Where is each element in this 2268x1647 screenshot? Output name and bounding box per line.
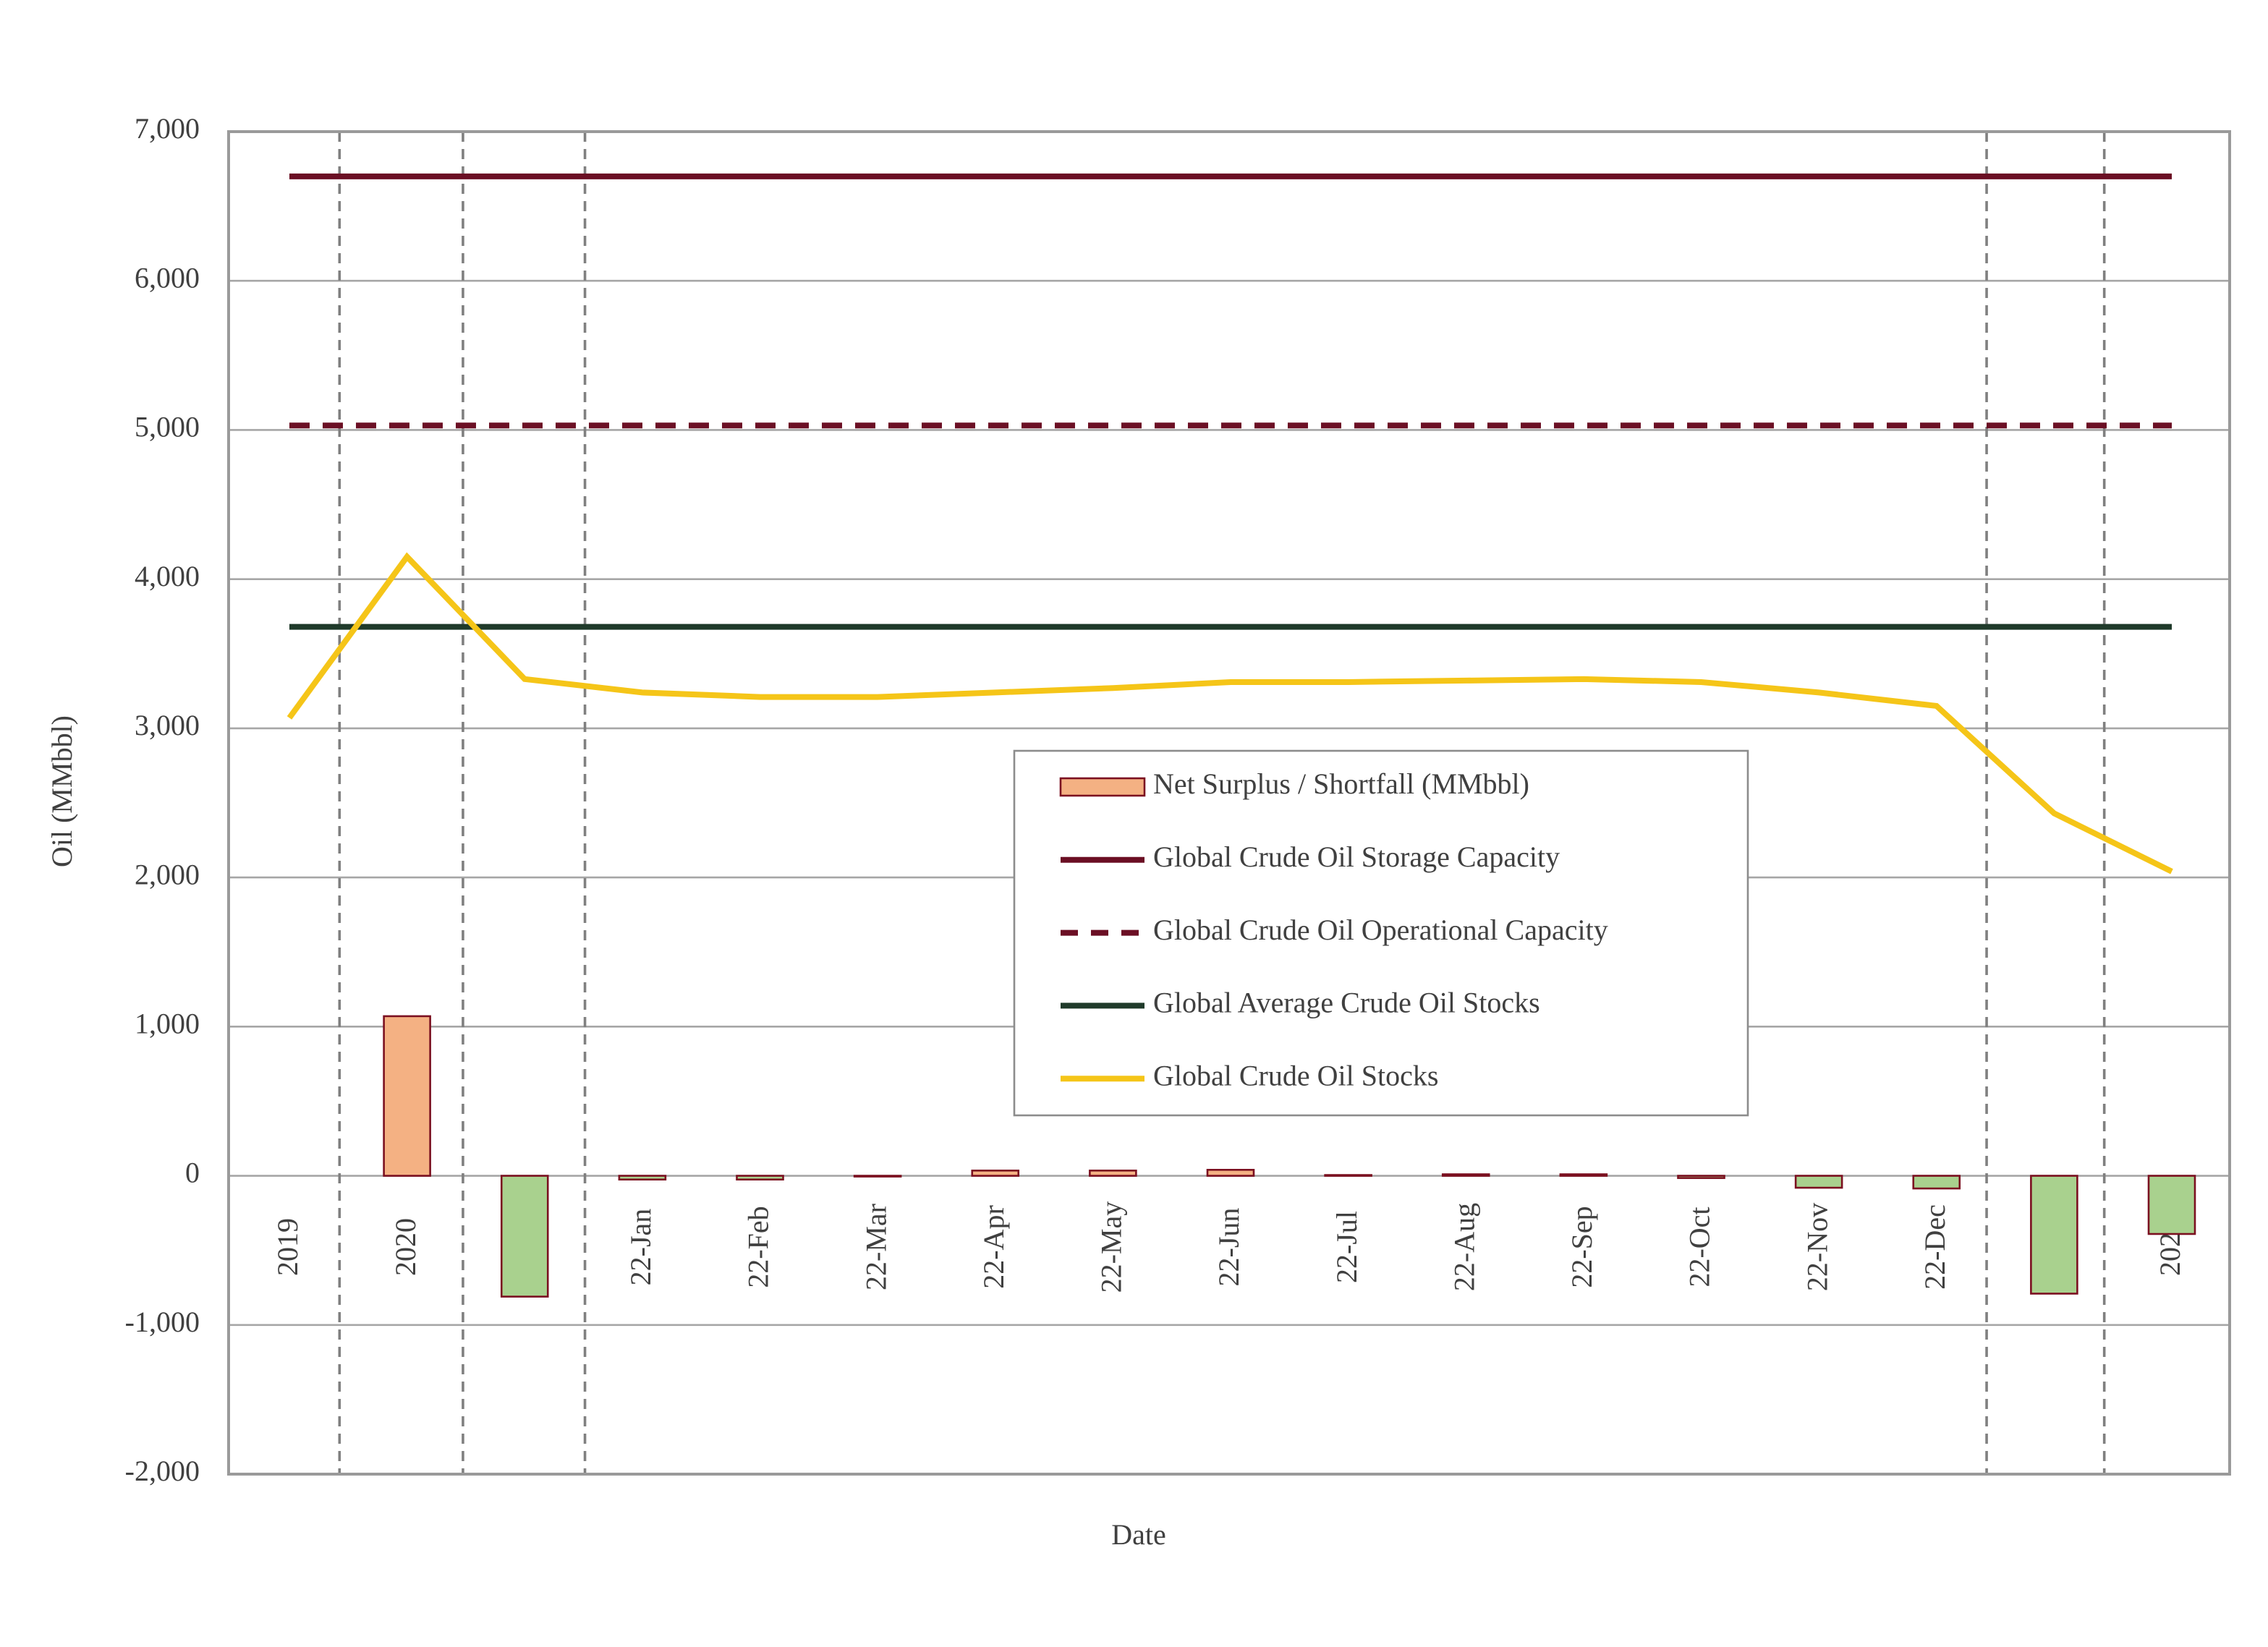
legend-label: Global Crude Oil Stocks xyxy=(1153,1059,1438,1091)
bar xyxy=(618,1175,667,1181)
legend-label: Global Average Crude Oil Stocks xyxy=(1153,987,1540,1019)
x-tick-label: 22-Jul xyxy=(1330,1211,1363,1283)
x-axis-label: Date xyxy=(1111,1518,1166,1551)
bar xyxy=(1441,1173,1490,1177)
y-tick-label: -2,000 xyxy=(125,1455,200,1487)
x-tick-label: 22-Jun xyxy=(1212,1208,1245,1287)
x-tick-label: 22-Aug xyxy=(1448,1203,1480,1291)
y-tick-label: 2,000 xyxy=(135,858,200,890)
bar xyxy=(1677,1175,1725,1179)
y-tick-label: 0 xyxy=(185,1157,200,1189)
plot-border xyxy=(227,130,2231,1476)
x-tick-label: 2019 xyxy=(271,1218,304,1276)
x-tick-label: 22-Dec xyxy=(1919,1204,1951,1290)
y-tick-label: 3,000 xyxy=(135,709,200,741)
bar xyxy=(1912,1175,1961,1190)
bar xyxy=(971,1170,1020,1177)
series-line xyxy=(286,552,2173,874)
bar xyxy=(500,1175,549,1298)
bar xyxy=(736,1175,784,1181)
legend-label: Global Crude Oil Storage Capacity xyxy=(1153,840,1560,873)
x-tick-label: 22-Jan xyxy=(624,1209,657,1286)
y-tick-label: 5,000 xyxy=(135,411,200,443)
x-tick-label: 22-Oct xyxy=(1683,1206,1716,1287)
y-tick-label: -1,000 xyxy=(125,1306,200,1338)
y-tick-label: 6,000 xyxy=(135,261,200,294)
y-tick-label: 4,000 xyxy=(135,560,200,592)
y-tick-label: 7,000 xyxy=(135,112,200,145)
bar xyxy=(383,1015,431,1177)
bar xyxy=(1324,1174,1372,1177)
bar xyxy=(2030,1175,2078,1295)
legend-label: Net Surplus / Shortfall (MMbbl) xyxy=(1153,767,1529,800)
x-tick-label: 22-Mar xyxy=(859,1204,892,1290)
x-tick-label: 22-Sep xyxy=(1566,1206,1598,1288)
bar xyxy=(2147,1175,2196,1235)
y-tick-label: 1,000 xyxy=(135,1008,200,1040)
x-tick-label: 2020 xyxy=(389,1218,422,1276)
x-tick-label: 22-Feb xyxy=(742,1206,775,1288)
y-axis-label: Oil (MMbbl) xyxy=(46,715,78,867)
legend-label: Global Crude Oil Operational Capacity xyxy=(1153,914,1608,946)
bar xyxy=(1559,1173,1608,1177)
legend-swatch xyxy=(1059,777,1146,797)
bar xyxy=(1206,1169,1255,1177)
bar xyxy=(1089,1170,1137,1177)
bar xyxy=(853,1175,902,1178)
x-tick-label: 22-May xyxy=(1095,1201,1128,1293)
x-tick-label: 22-Apr xyxy=(977,1205,1010,1289)
x-tick-label: 22-Nov xyxy=(1801,1203,1833,1291)
bar xyxy=(1794,1175,1843,1189)
